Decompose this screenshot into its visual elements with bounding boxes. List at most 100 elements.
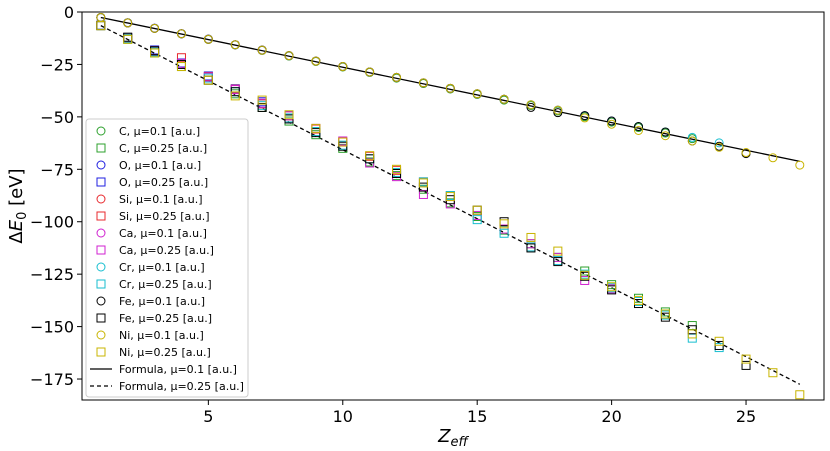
point-square <box>123 34 133 44</box>
point-square <box>96 20 106 30</box>
point-square <box>96 20 106 30</box>
y-tick-label: −150 <box>30 318 74 337</box>
point-square <box>714 336 724 346</box>
legend-label: Cr, μ=0.1 [a.u.] <box>119 261 205 274</box>
point-circle <box>687 132 697 142</box>
legend-label: C, μ=0.1 [a.u.] <box>119 125 200 138</box>
x-tick-label: 5 <box>203 407 213 426</box>
point-circle <box>499 94 509 104</box>
legend-label: O, μ=0.1 [a.u.] <box>119 159 201 172</box>
legend-label: Fe, μ=0.1 [a.u.] <box>119 295 205 308</box>
point-square <box>553 246 563 256</box>
point-circle <box>687 136 697 146</box>
point-circle <box>795 160 805 170</box>
point-circle <box>150 23 160 33</box>
legend-marker-square <box>96 347 106 357</box>
point-circle <box>418 78 428 88</box>
point-square <box>499 217 509 227</box>
point-square <box>392 164 402 174</box>
point-circle <box>553 105 563 115</box>
legend-label: C, μ=0.25 [a.u.] <box>119 142 207 155</box>
legend: C, μ=0.1 [a.u.] C, μ=0.25 [a.u.] O, μ=0.1 … <box>85 118 249 398</box>
point-square <box>795 390 805 400</box>
legend-label: O, μ=0.25 [a.u.] <box>119 176 208 189</box>
x-axis-label: Zeff <box>437 426 469 450</box>
plot-frame <box>81 11 825 401</box>
point-square <box>365 151 375 161</box>
legend-marker-square <box>96 143 106 153</box>
x-tick-label: 15 <box>467 407 487 426</box>
legend-marker-circle <box>96 262 106 272</box>
point-circle <box>741 148 751 158</box>
point-square <box>660 309 670 319</box>
point-circle <box>311 56 321 66</box>
point-square <box>176 53 186 63</box>
axis-ticks: 5 10 15 20 25 0 −25 −50 −75 −100 −125 −150 −175 <box>30 3 756 426</box>
point-circle <box>445 83 455 93</box>
legend-marker-square <box>96 313 106 323</box>
point-circle <box>526 100 536 110</box>
point-circle <box>660 131 670 141</box>
legend-label: Ni, μ=0.25 [a.u.] <box>119 346 211 359</box>
point-square <box>634 299 643 309</box>
y-tick-label: −125 <box>30 265 74 284</box>
point-circle <box>472 89 482 99</box>
legend-marker-square <box>96 279 106 289</box>
point-circle <box>607 116 617 126</box>
x-tick-label: 10 <box>333 407 353 426</box>
legend-marker-circle <box>96 228 106 238</box>
point-circle <box>257 45 267 55</box>
point-square <box>580 270 590 280</box>
legend-marker-circle <box>96 126 106 136</box>
legend-marker-circle <box>96 330 106 340</box>
point-circle <box>392 72 402 82</box>
y-tick-label: −25 <box>40 55 74 74</box>
point-square <box>553 257 563 267</box>
point-circle <box>365 67 375 77</box>
formula-line-2 <box>100 25 801 385</box>
formula-line-1 <box>100 16 800 162</box>
legend-marker-square <box>96 211 106 221</box>
point-square <box>741 360 751 370</box>
chart-marks <box>96 12 805 400</box>
point-square <box>311 123 321 133</box>
legend-marker-circle <box>96 160 106 170</box>
legend-label: Formula, μ=0.1 [a.u.] <box>119 363 237 376</box>
point-square <box>634 295 643 305</box>
point-circle <box>634 125 643 135</box>
point-square <box>687 329 697 339</box>
point-circle <box>580 111 590 121</box>
point-square <box>526 243 536 253</box>
point-square <box>499 219 509 229</box>
point-square <box>203 75 213 85</box>
point-square <box>445 192 455 202</box>
point-square <box>472 215 482 225</box>
point-square <box>472 205 482 215</box>
point-square <box>230 91 240 101</box>
point-circle <box>526 102 536 112</box>
y-tick-label: −175 <box>30 370 74 389</box>
y-axis-label: ΔE0 [eV] <box>6 168 30 243</box>
point-square <box>96 20 106 30</box>
legend-label: Si, μ=0.1 [a.u.] <box>119 193 203 206</box>
legend-label: Ca, μ=0.1 [a.u.] <box>119 227 207 240</box>
point-square <box>741 354 751 364</box>
legend-marker-circle <box>96 194 106 204</box>
x-tick-label: 25 <box>736 407 756 426</box>
point-square <box>96 20 106 30</box>
legend-label: Formula, μ=0.25 [a.u.] <box>119 380 244 393</box>
point-square <box>607 282 617 292</box>
point-square <box>660 307 670 317</box>
legend-label: Ni, μ=0.1 [a.u.] <box>119 329 204 342</box>
point-circle <box>123 18 133 28</box>
point-square <box>418 189 428 199</box>
point-square <box>284 110 294 120</box>
legend-marker-square <box>96 177 106 187</box>
point-circle <box>714 142 724 152</box>
point-square <box>714 343 724 353</box>
point-square <box>96 21 106 31</box>
point-square <box>499 228 509 238</box>
point-square <box>257 102 267 112</box>
point-square <box>338 137 348 147</box>
